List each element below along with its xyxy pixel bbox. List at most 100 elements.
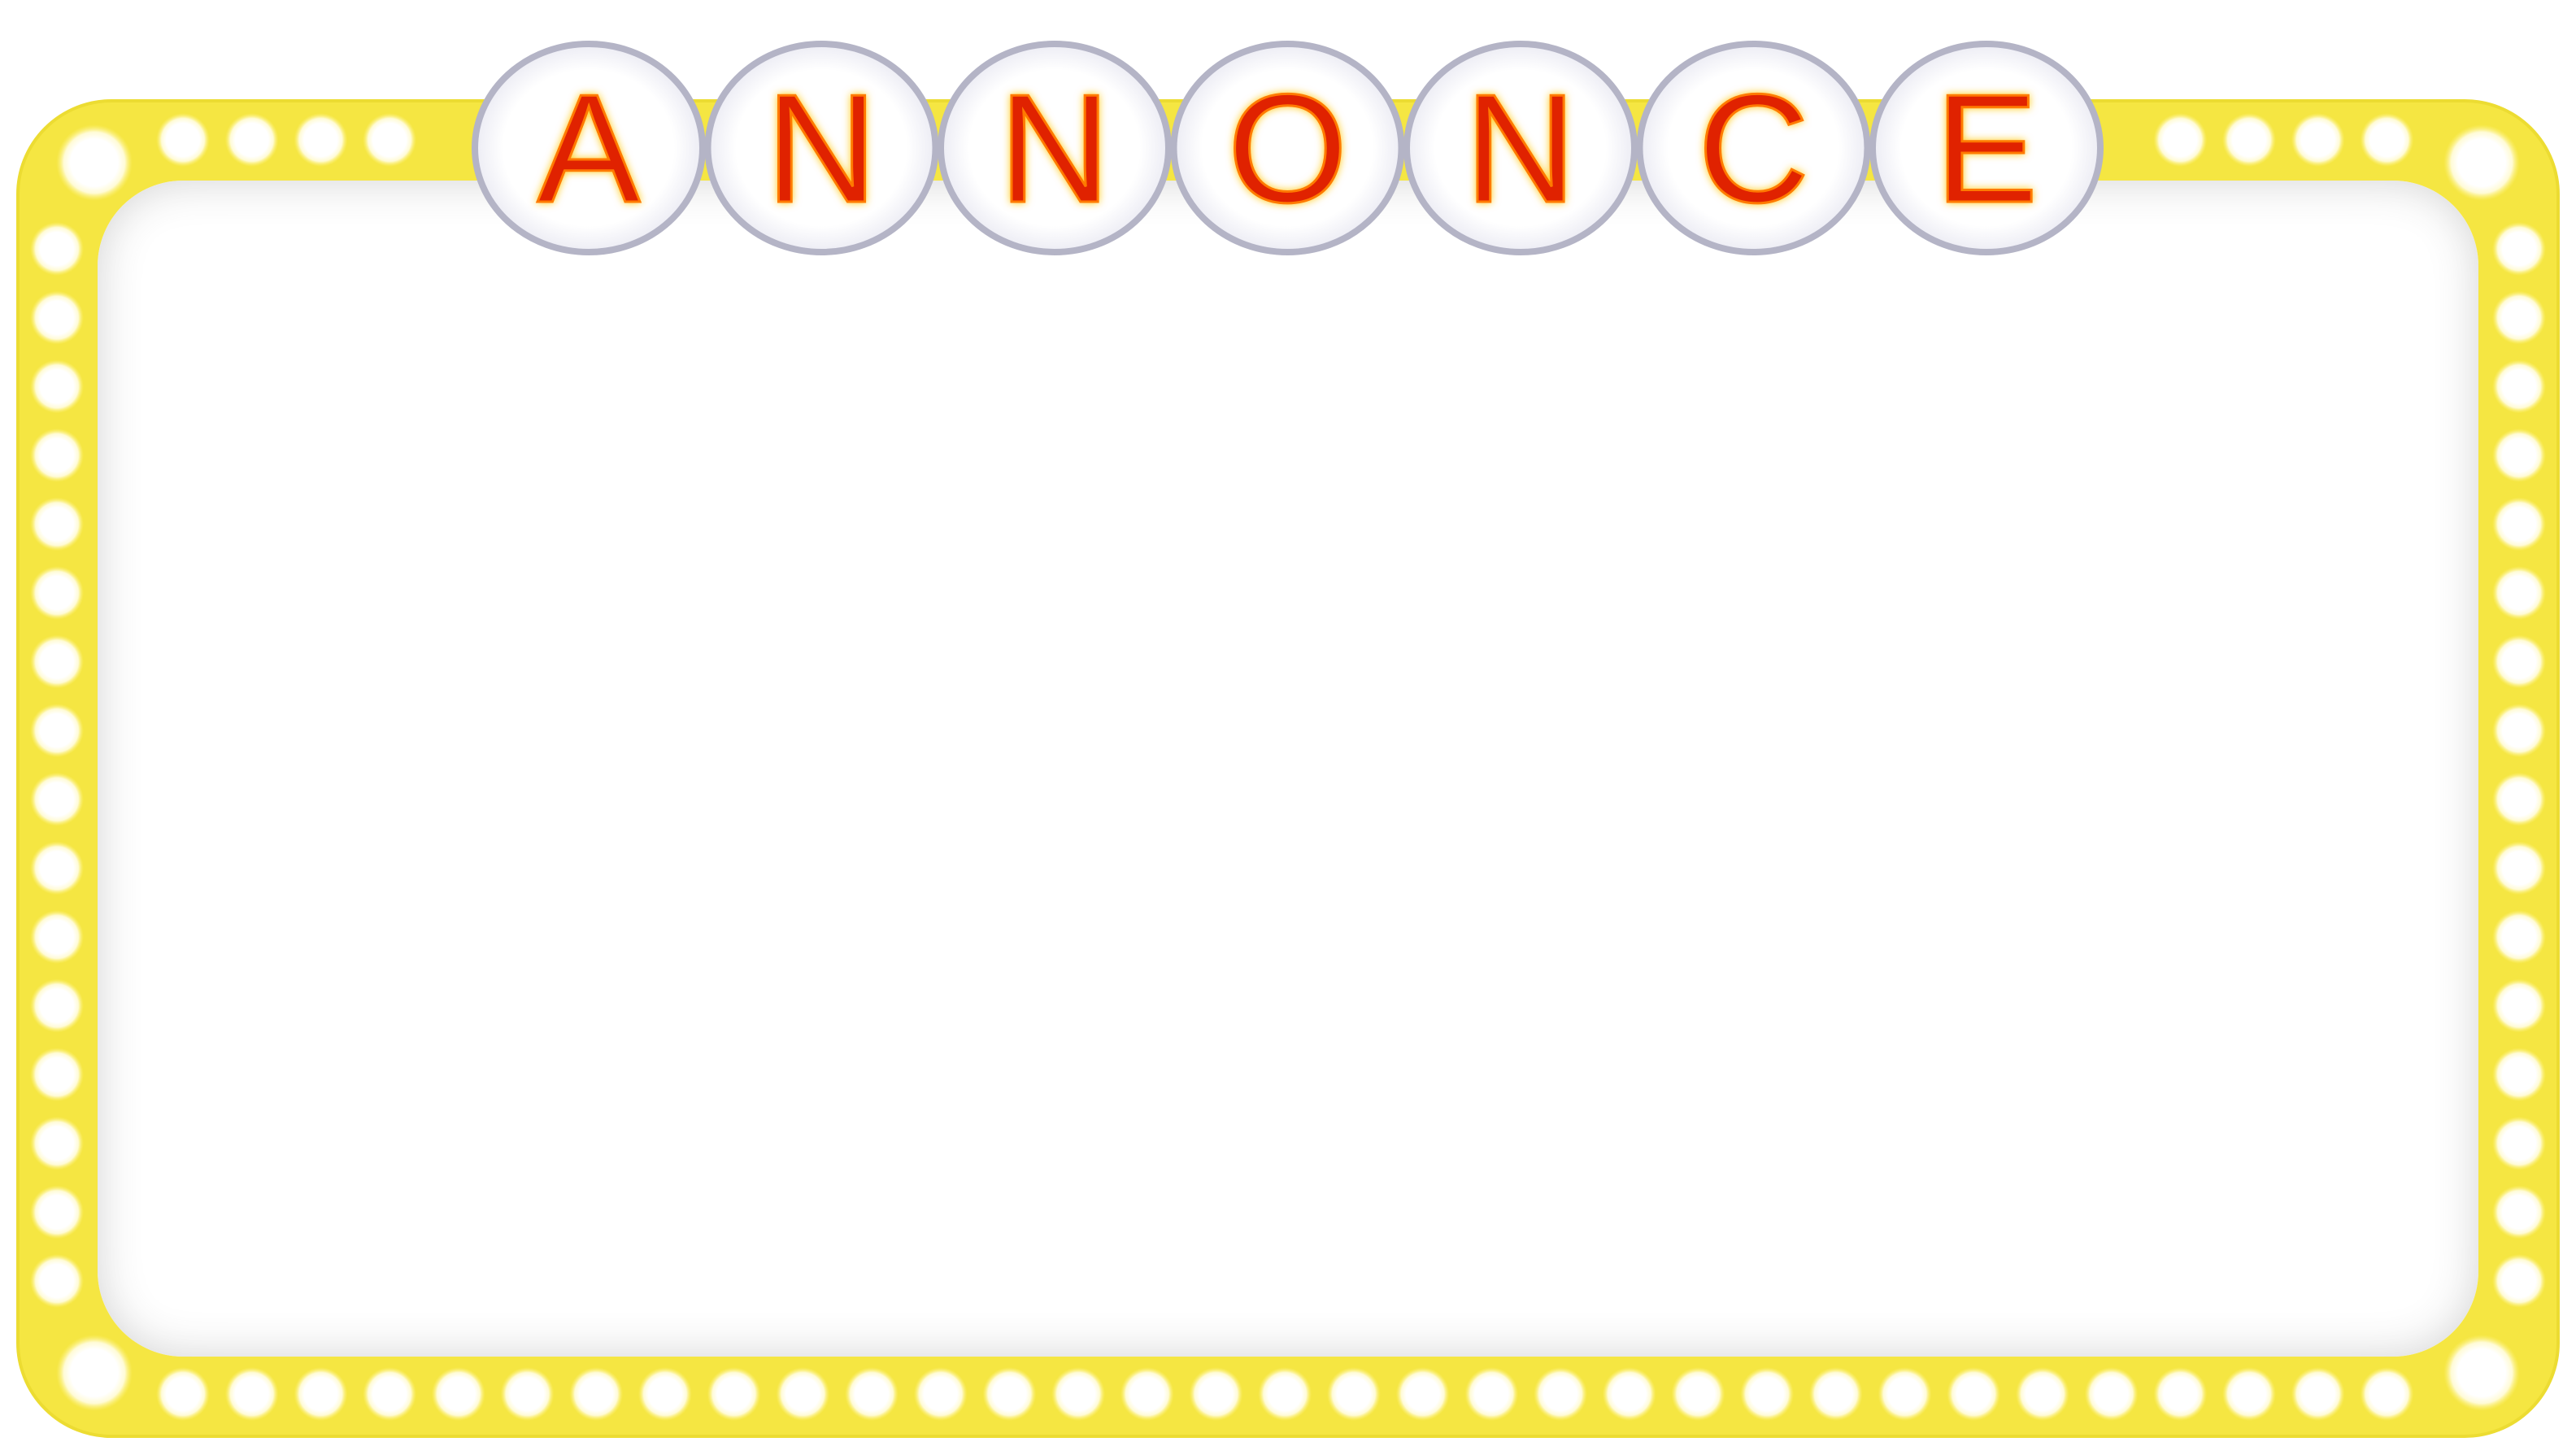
letter-badge: N — [1403, 41, 1638, 255]
light-bulb — [30, 772, 84, 826]
light-bulb — [2492, 359, 2546, 414]
light-bulb — [845, 1367, 899, 1421]
letter-badge: O — [1170, 41, 1405, 255]
light-bulb — [2222, 1367, 2276, 1421]
light-bulb — [2492, 428, 2546, 482]
light-bulb — [30, 841, 84, 895]
light-bulb — [2443, 1335, 2520, 1411]
light-bulb — [224, 1367, 279, 1421]
light-bulb — [2492, 772, 2546, 826]
light-bulb — [294, 1367, 348, 1421]
badge-ring — [1170, 41, 1405, 255]
light-bulb — [913, 1367, 968, 1421]
badge-ring — [938, 41, 1172, 255]
light-bulb — [1326, 1367, 1381, 1421]
light-bulb — [2153, 113, 2208, 167]
light-bulb — [2291, 113, 2345, 167]
light-bulb — [30, 1185, 84, 1239]
sign-letter: A — [537, 63, 641, 235]
light-bulb — [30, 1116, 84, 1170]
light-bulb — [2084, 1367, 2139, 1421]
light-bulb — [982, 1367, 1037, 1421]
light-bulb — [1740, 1367, 1795, 1421]
light-bulb — [2360, 1367, 2414, 1421]
light-bulb — [2492, 1254, 2546, 1308]
light-bulb — [2492, 1116, 2546, 1170]
light-bulb — [30, 222, 84, 276]
light-bulb — [1947, 1367, 2001, 1421]
light-bulb — [30, 1254, 84, 1308]
light-bulb — [56, 124, 133, 201]
badge-ring — [1636, 41, 1871, 255]
light-bulb — [363, 1367, 417, 1421]
light-bulb — [2492, 566, 2546, 620]
light-bulb — [776, 1367, 830, 1421]
light-bulb — [294, 113, 348, 167]
sign-letter: N — [1464, 63, 1576, 235]
light-bulb — [30, 359, 84, 414]
light-bulb — [1120, 1367, 1174, 1421]
sign-letter: O — [1228, 63, 1348, 235]
light-bulb — [30, 978, 84, 1033]
light-bulb — [30, 634, 84, 689]
light-bulb — [2492, 222, 2546, 276]
light-bulb — [224, 113, 279, 167]
letter-badge: N — [938, 41, 1172, 255]
light-bulb — [1671, 1367, 1725, 1421]
sign-letter: C — [1698, 63, 1809, 235]
light-bulb — [2492, 497, 2546, 551]
light-bulb — [569, 1367, 624, 1421]
badge-ring — [704, 41, 939, 255]
light-bulb — [2492, 910, 2546, 964]
light-bulb — [1051, 1367, 1106, 1421]
light-bulb — [2492, 1185, 2546, 1239]
light-bulb — [1878, 1367, 1932, 1421]
light-bulb — [1534, 1367, 1587, 1421]
light-bulb — [707, 1367, 761, 1421]
badge-ring — [1403, 41, 1638, 255]
sign-letter: N — [766, 63, 877, 235]
bulb-row — [30, 113, 2546, 1421]
light-bulb — [2222, 113, 2276, 167]
light-bulb — [2360, 113, 2414, 167]
light-bulb — [1189, 1367, 1243, 1421]
light-bulb — [1258, 1367, 1312, 1421]
light-bulb — [30, 290, 84, 345]
letter-badge: C — [1636, 41, 1871, 255]
light-bulb — [2492, 978, 2546, 1033]
light-bulb — [30, 704, 84, 758]
light-bulb — [2492, 704, 2546, 758]
badge-ring — [1869, 41, 2104, 255]
light-bulb — [30, 428, 84, 482]
sign-letter: N — [999, 63, 1110, 235]
light-bulb — [363, 113, 417, 167]
light-bulb — [2015, 1367, 2069, 1421]
letter-badge: N — [704, 41, 939, 255]
sign-letter: E — [1935, 63, 2039, 235]
light-bulb — [30, 497, 84, 551]
light-bulb — [1395, 1367, 1450, 1421]
light-bulb — [156, 113, 210, 167]
light-bulb — [56, 1335, 133, 1411]
light-bulb — [2492, 1048, 2546, 1102]
light-bulb — [2291, 1367, 2345, 1421]
light-bulb — [1602, 1367, 1656, 1421]
light-bulb — [156, 1367, 210, 1421]
light-bulb — [2492, 634, 2546, 689]
letter-badge: E — [1869, 41, 2104, 255]
light-bulb — [431, 1367, 485, 1421]
light-bulb — [500, 1367, 555, 1421]
light-bulb — [2492, 841, 2546, 895]
letter-badge: A — [472, 41, 706, 255]
light-bulb — [637, 1367, 692, 1421]
light-bulb — [30, 910, 84, 964]
light-bulb — [2492, 290, 2546, 345]
light-bulb — [2153, 1367, 2208, 1421]
light-bulb — [1464, 1367, 1519, 1421]
light-bulb — [1808, 1367, 1863, 1421]
light-bulb — [2443, 124, 2520, 201]
light-bulb — [30, 566, 84, 620]
light-bulb — [30, 1048, 84, 1102]
